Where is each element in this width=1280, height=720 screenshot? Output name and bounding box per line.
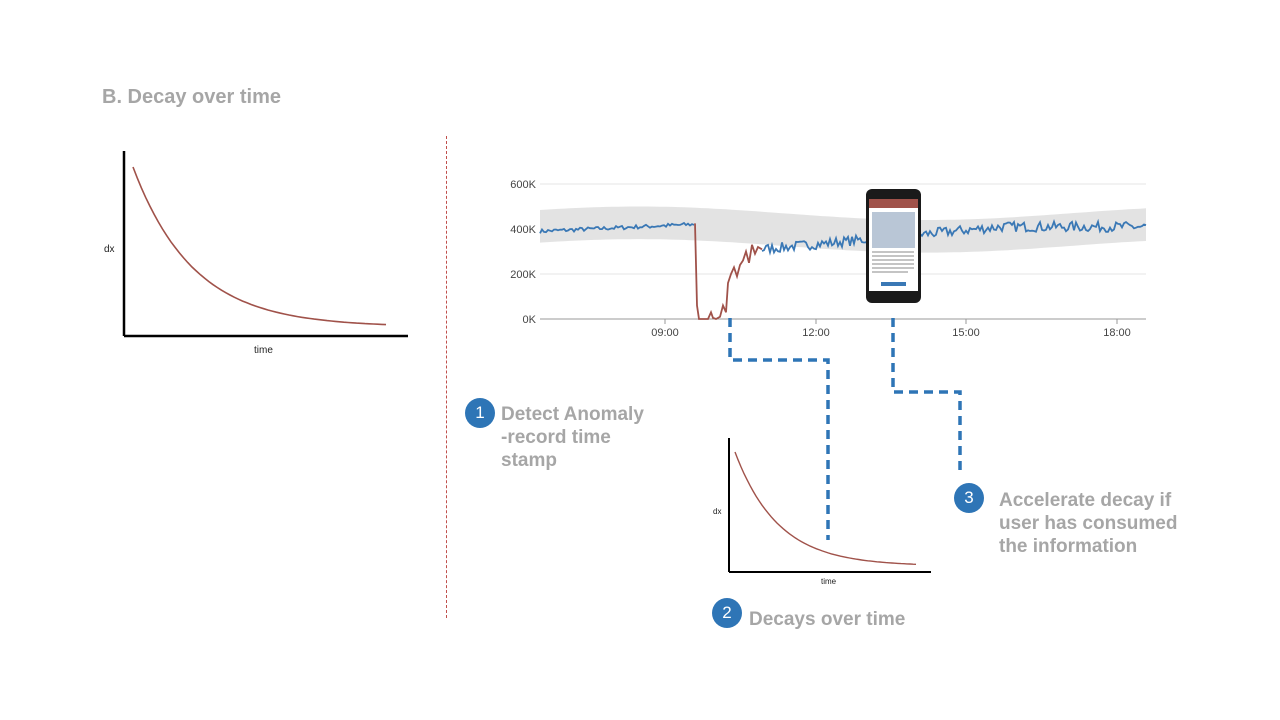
callout-line: Accelerate decay if	[999, 490, 1172, 511]
callout-number-3: 3	[954, 483, 984, 513]
left-ylabel: dx	[104, 244, 115, 255]
anomaly-series-line	[694, 223, 763, 320]
y-tick-labels: 600K 400K 200K 0K	[510, 179, 536, 326]
left-decay-curve	[132, 166, 387, 326]
callout-line: stamp	[501, 450, 557, 471]
x-tick-label: 18:00	[1103, 327, 1131, 339]
y-tick-label: 0K	[523, 314, 537, 326]
smartphone-icon	[866, 189, 921, 303]
callout-number-2: 2	[712, 598, 742, 628]
callout-line: the information	[999, 536, 1138, 557]
callout-line: Decays over time	[749, 609, 906, 630]
gridlines	[540, 183, 1146, 320]
callout-text-3: Accelerate decay if user has consumed th…	[999, 489, 1177, 558]
x-tick-label: 15:00	[952, 327, 980, 339]
main-timeseries-chart: 600K 400K 200K 0K 09:00 12:00 15:00 18:0…	[510, 179, 1147, 339]
left-xlabel: time	[254, 345, 273, 356]
inset-decay-chart: dx time	[713, 438, 931, 586]
left-decay-chart: dx time	[104, 151, 408, 356]
x-tick-label: 12:00	[802, 327, 830, 339]
y-tick-label: 400K	[510, 224, 536, 236]
callout-number-1: 1	[465, 398, 495, 428]
inset-xlabel: time	[821, 577, 837, 586]
callout-text-1: Detect Anomaly -record time stamp	[501, 403, 644, 472]
callout-line: -record time	[501, 427, 611, 448]
slide-title: B. Decay over time	[102, 86, 281, 108]
x-ticks: 09:00 12:00 15:00 18:00	[651, 319, 1131, 339]
y-tick-label: 200K	[510, 269, 536, 281]
callout-text-2: Decays over time	[749, 608, 905, 631]
inset-decay-curve	[734, 451, 917, 565]
callout-line: Detect Anomaly	[501, 404, 644, 425]
y-tick-label: 600K	[510, 179, 536, 191]
confidence-band	[540, 206, 1146, 253]
callout-line: user has consumed	[999, 513, 1178, 534]
section-divider	[446, 136, 447, 618]
x-tick-label: 09:00	[651, 327, 679, 339]
inset-ylabel: dx	[713, 507, 721, 516]
normal-series-line	[539, 218, 1147, 256]
